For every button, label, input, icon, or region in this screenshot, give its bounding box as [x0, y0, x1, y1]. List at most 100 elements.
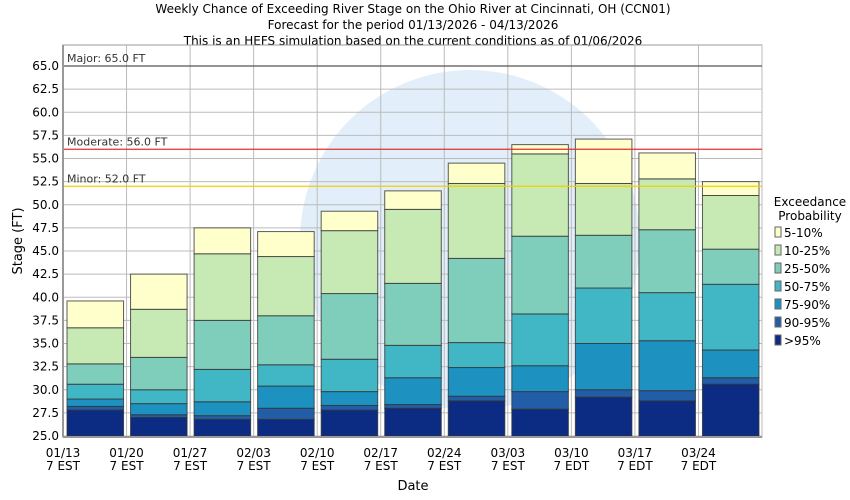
- y-tick-label: 42.5: [32, 267, 59, 281]
- y-tick-label: 25.0: [32, 429, 59, 443]
- bar-segment--95-: [384, 407, 442, 437]
- y-tick-label: 40.0: [32, 290, 59, 304]
- x-tick-time: 7 EST: [110, 459, 145, 473]
- bar-segment-50-75-: [130, 389, 188, 405]
- bar-segment--95-: [447, 400, 506, 437]
- legend-swatch: [774, 334, 782, 346]
- bar-segment--95-: [257, 418, 315, 437]
- y-tick-label: 60.0: [32, 105, 59, 119]
- y-tick-label: 27.5: [32, 406, 59, 420]
- bar-segment-10-25-: [320, 230, 379, 295]
- bar-segment-10-25-: [701, 195, 760, 250]
- chart-title-line: Forecast for the period 01/13/2026 - 04/…: [268, 18, 559, 32]
- bar-segment-5-10-: [638, 152, 696, 180]
- y-tick-label: 57.5: [32, 128, 59, 142]
- bar-segment-90-95-: [638, 390, 696, 402]
- x-tick-date: 02/03: [236, 446, 271, 460]
- y-tick-label: 65.0: [32, 59, 59, 73]
- y-tick-label: 52.5: [32, 175, 59, 189]
- x-tick-date: 03/17: [618, 446, 653, 460]
- y-tick-label: 62.5: [32, 82, 59, 96]
- bar-segment-50-75-: [257, 364, 315, 387]
- bar-segment--95-: [574, 396, 633, 437]
- bar-segment-5-10-: [447, 162, 506, 184]
- bar-segment-50-75-: [384, 344, 442, 379]
- bar-segment-75-90-: [257, 385, 315, 409]
- x-tick-time: 7 EST: [364, 459, 399, 473]
- bar-segment-10-25-: [447, 182, 506, 259]
- legend-label: 75-90%: [784, 298, 830, 312]
- x-tick-date: 01/20: [109, 446, 144, 460]
- bar-segment-25-50-: [447, 257, 506, 344]
- bar-segment-75-90-: [320, 391, 379, 406]
- bar-segment-25-50-: [701, 248, 760, 285]
- chart-title-line: Weekly Chance of Exceeding River Stage o…: [155, 2, 670, 16]
- legend-label: 90-95%: [784, 316, 830, 330]
- x-tick-time: 7 EST: [300, 459, 335, 473]
- x-tick-date: 03/24: [681, 446, 716, 460]
- legend-label: 25-50%: [784, 262, 830, 276]
- y-tick-label: 37.5: [32, 313, 59, 327]
- x-tick-time: 7 EDT: [681, 459, 717, 473]
- x-tick-date: 01/27: [173, 446, 208, 460]
- bar-segment-75-90-: [447, 367, 506, 397]
- bar-segment-25-50-: [130, 356, 188, 391]
- bar-segment-75-90-: [511, 365, 569, 393]
- bar-segment-75-90-: [193, 401, 252, 417]
- y-tick-label: 47.5: [32, 221, 59, 235]
- legend-swatch: [774, 226, 782, 238]
- x-tick-time: 7 EST: [237, 459, 272, 473]
- bar-segment-90-95-: [447, 395, 506, 402]
- threshold-label: Minor: 52.0 FT: [67, 172, 146, 185]
- bar-segment--95-: [701, 383, 760, 437]
- bar-segment-5-10-: [701, 181, 760, 196]
- legend-label: 10-25%: [784, 244, 830, 258]
- legend-title: Exceedance: [774, 195, 846, 209]
- x-tick-time: 7 EST: [491, 459, 526, 473]
- bar-segment-5-10-: [130, 273, 188, 310]
- bar-segment-75-90-: [638, 340, 696, 392]
- bar-segment-90-95-: [66, 405, 125, 411]
- bar-segment-25-50-: [257, 315, 315, 366]
- bar-segment-75-90-: [66, 398, 125, 407]
- threshold-label: Major: 65.0 FT: [67, 52, 146, 65]
- x-tick-date: 02/10: [300, 446, 335, 460]
- x-tick-time: 7 EDT: [617, 459, 653, 473]
- y-tick-label: 50.0: [32, 198, 59, 212]
- bar-segment--95-: [320, 409, 379, 437]
- x-axis-label: Date: [397, 479, 428, 494]
- legend-swatch: [774, 280, 782, 292]
- bar-segment-90-95-: [193, 415, 252, 420]
- bar-segment-75-90-: [701, 349, 760, 379]
- bar-segment--95-: [511, 408, 569, 437]
- legend-swatch: [774, 262, 782, 274]
- bar-segment-5-10-: [574, 138, 633, 184]
- legend-swatch: [774, 244, 782, 256]
- bar-segment-50-75-: [511, 313, 569, 367]
- bar-segment-50-75-: [701, 283, 760, 351]
- bar-segment-10-25-: [638, 178, 696, 231]
- bar-segment-5-10-: [320, 210, 379, 232]
- bar-segment-10-25-: [193, 253, 252, 321]
- legend-swatch: [774, 316, 782, 328]
- bar-segment-25-50-: [574, 234, 633, 289]
- bar-segment-10-25-: [574, 182, 633, 236]
- bar-segment-25-50-: [193, 319, 252, 370]
- y-tick-label: 55.0: [32, 152, 59, 166]
- bar-segment-10-25-: [384, 208, 442, 284]
- x-tick-time: 7 EST: [427, 459, 462, 473]
- bar-segment-10-25-: [257, 256, 315, 317]
- legend-label: >95%: [784, 334, 821, 348]
- bar-segment-90-95-: [384, 404, 442, 409]
- bar-segment-50-75-: [193, 368, 252, 403]
- legend-label: 5-10%: [784, 226, 823, 240]
- chart-title-line: This is an HEFS simulation based on the …: [183, 34, 643, 48]
- y-tick-label: 30.0: [32, 383, 59, 397]
- y-tick-label: 45.0: [32, 244, 59, 258]
- bar-segment-50-75-: [574, 287, 633, 344]
- x-tick-time: 7 EDT: [554, 459, 590, 473]
- bar-segment-50-75-: [638, 292, 696, 342]
- bar-segment-90-95-: [320, 404, 379, 411]
- bar-segment-25-50-: [638, 229, 696, 294]
